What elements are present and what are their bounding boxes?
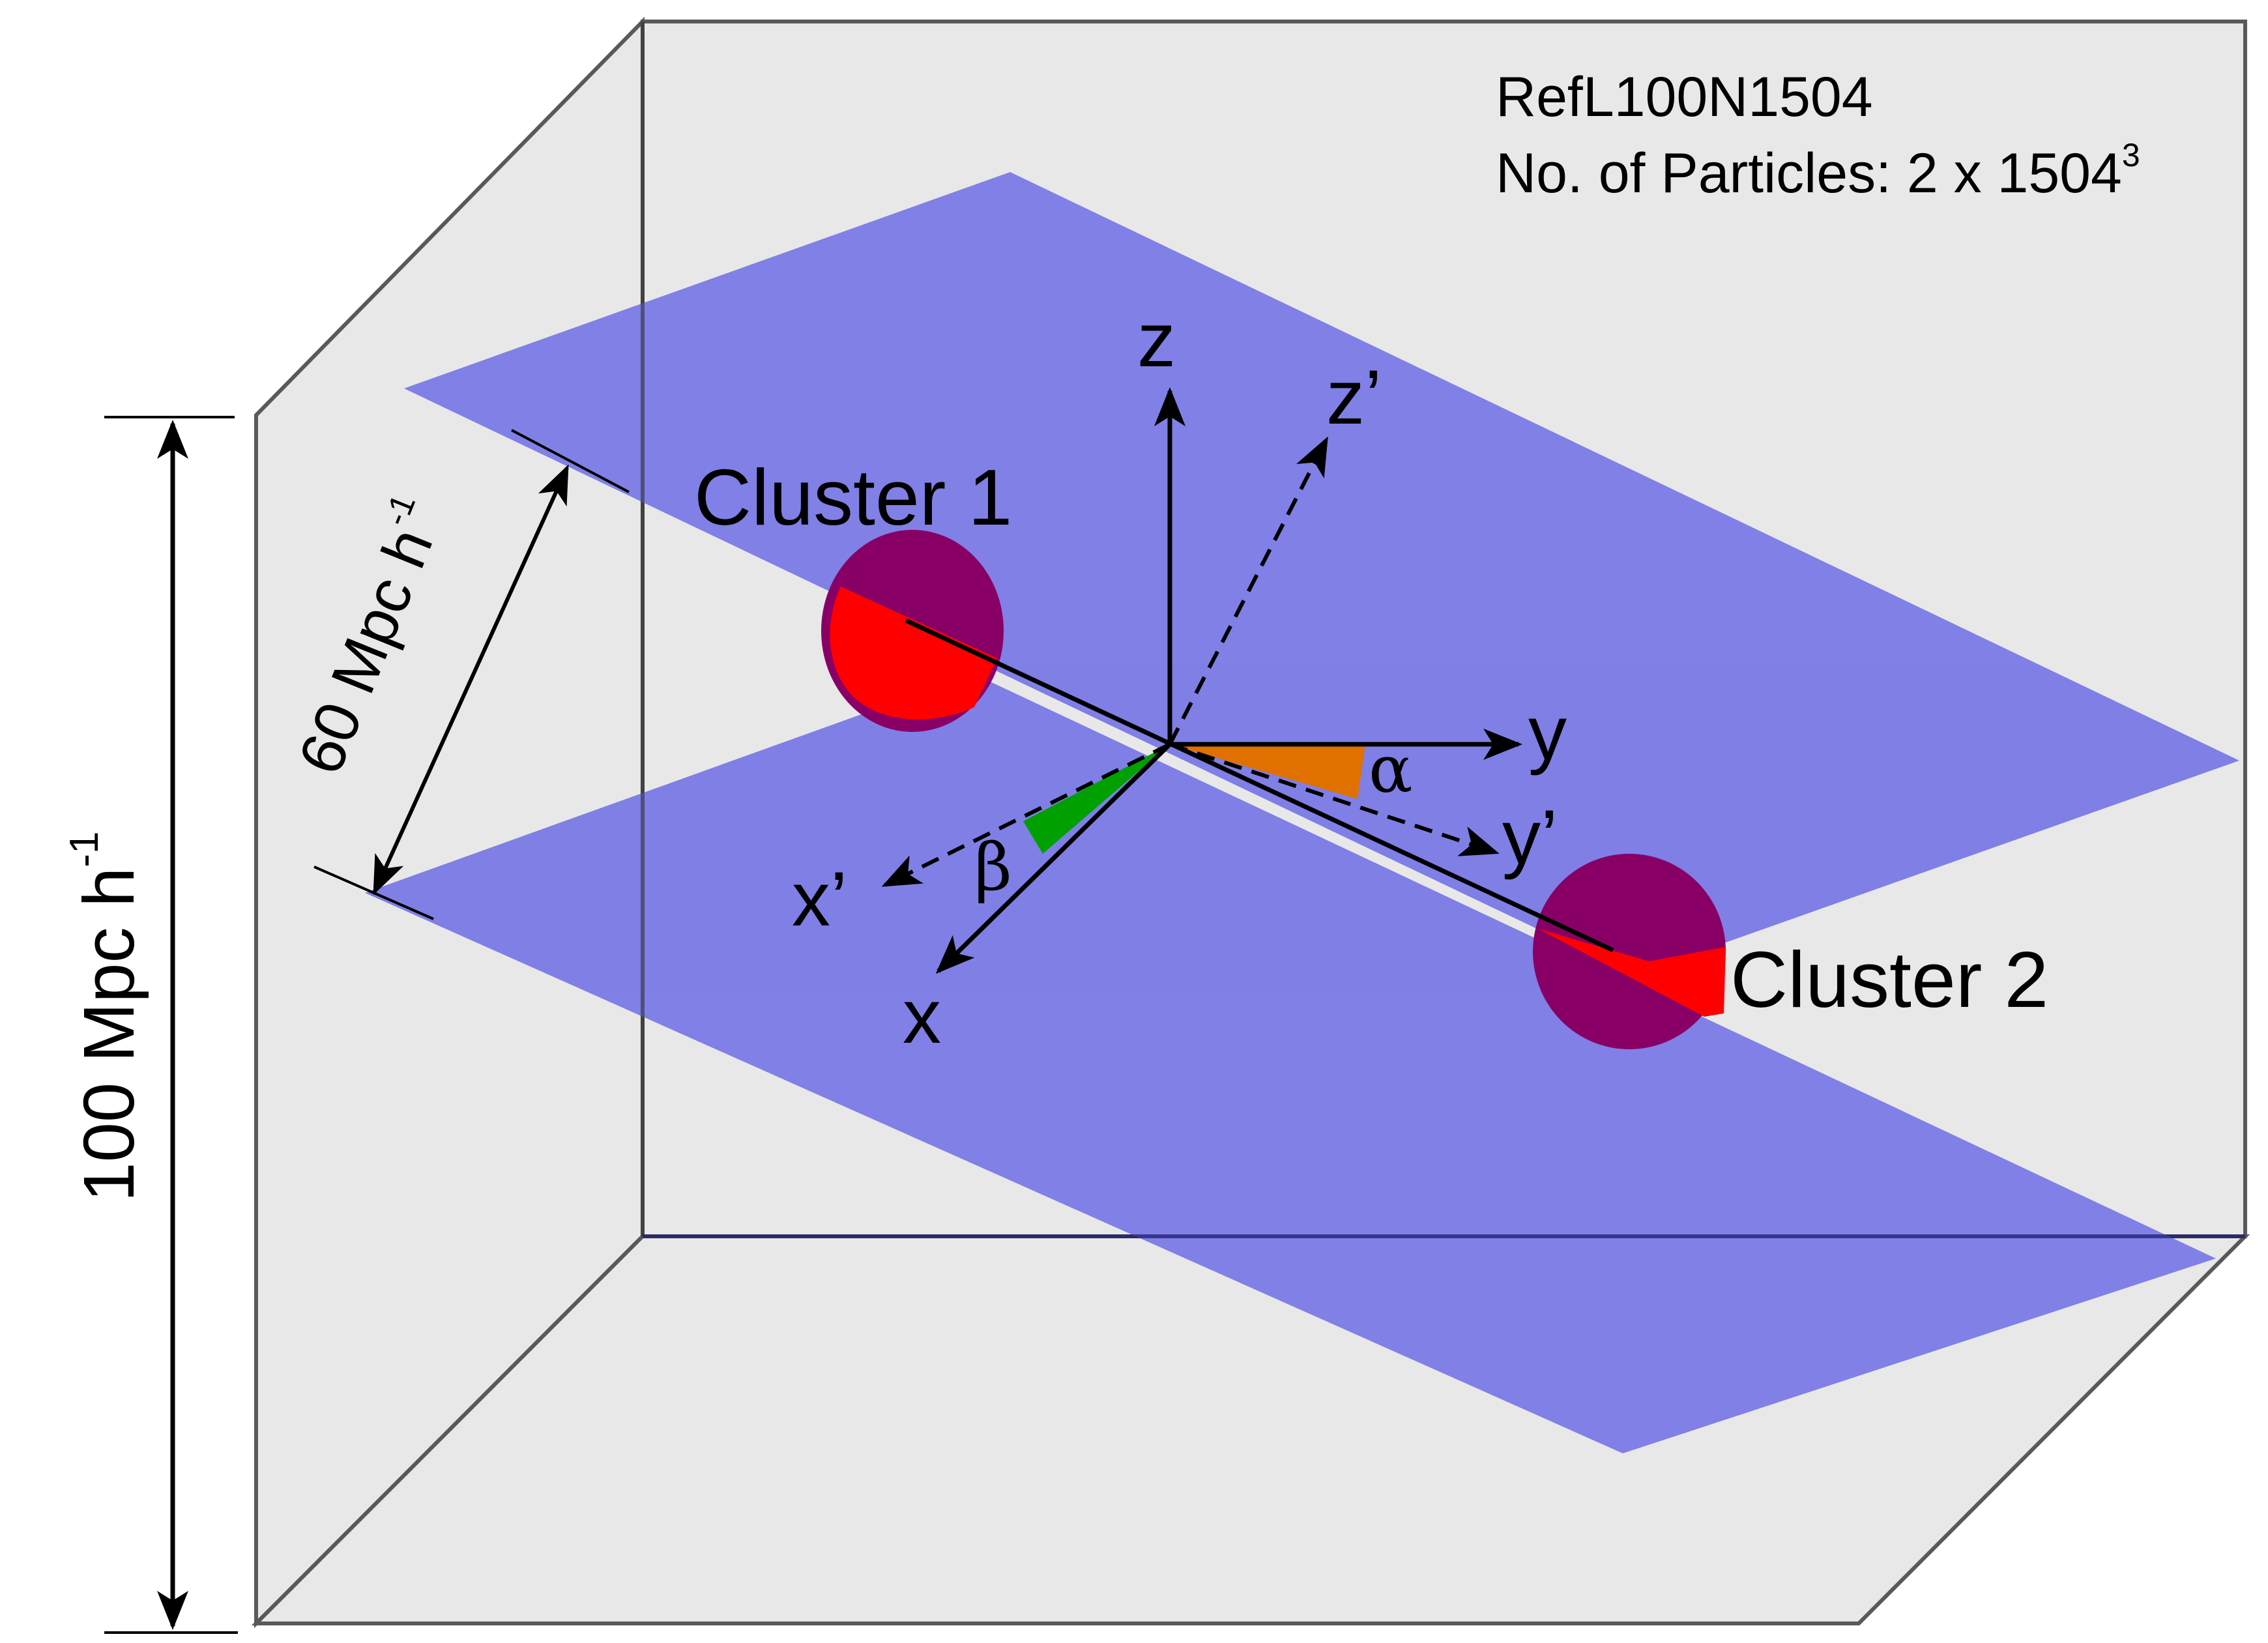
x-prime-axis-arrow — [881, 742, 1171, 887]
slab-thickness-arrow — [373, 464, 569, 895]
box-edges-front — [641, 22, 2245, 1238]
run-name: RefL100N1504 — [1496, 66, 1873, 128]
cluster-1 — [821, 530, 1004, 732]
alpha-label: α — [1369, 731, 1413, 807]
cluster-connection-line — [905, 618, 1614, 953]
box-size-dimension: 100 Mpc h-1 — [62, 416, 238, 1634]
particle-count-exponent: 3 — [2122, 137, 2140, 173]
cluster-2-sphere — [1533, 854, 1726, 1049]
z-prime-axis-label: z’ — [1326, 355, 1382, 441]
alpha-wedge — [1170, 744, 1365, 799]
beta-wedge — [1023, 744, 1170, 854]
y-axis-label: y — [1528, 690, 1567, 776]
y-prime-axis-label: y’ — [1502, 794, 1558, 880]
x-axis-label: x — [903, 974, 941, 1060]
cluster-2-label: Cluster 2 — [1730, 935, 2048, 1024]
box-size-label: 100 Mpc h-1 — [62, 832, 149, 1202]
box-size-exponent: -1 — [62, 832, 107, 867]
cluster-2 — [1533, 854, 1726, 1049]
z-axis-label: z — [1137, 297, 1176, 383]
particle-count: No. of Particles: 2 x 15043 — [1496, 137, 2140, 205]
cluster-1-intersection — [830, 587, 997, 720]
slab-planes — [365, 172, 2239, 1453]
upper-plane — [404, 172, 2239, 975]
coordinate-axes — [881, 387, 1522, 974]
cluster-2-intersection — [1538, 929, 1726, 1017]
beta-label: β — [974, 829, 1012, 905]
slab-tick-top — [511, 429, 630, 493]
x-axis-arrow — [935, 742, 1172, 974]
lower-plane — [365, 674, 2216, 1453]
cluster-1-label: Cluster 1 — [694, 453, 1012, 542]
x-prime-axis-label: x’ — [792, 856, 847, 942]
